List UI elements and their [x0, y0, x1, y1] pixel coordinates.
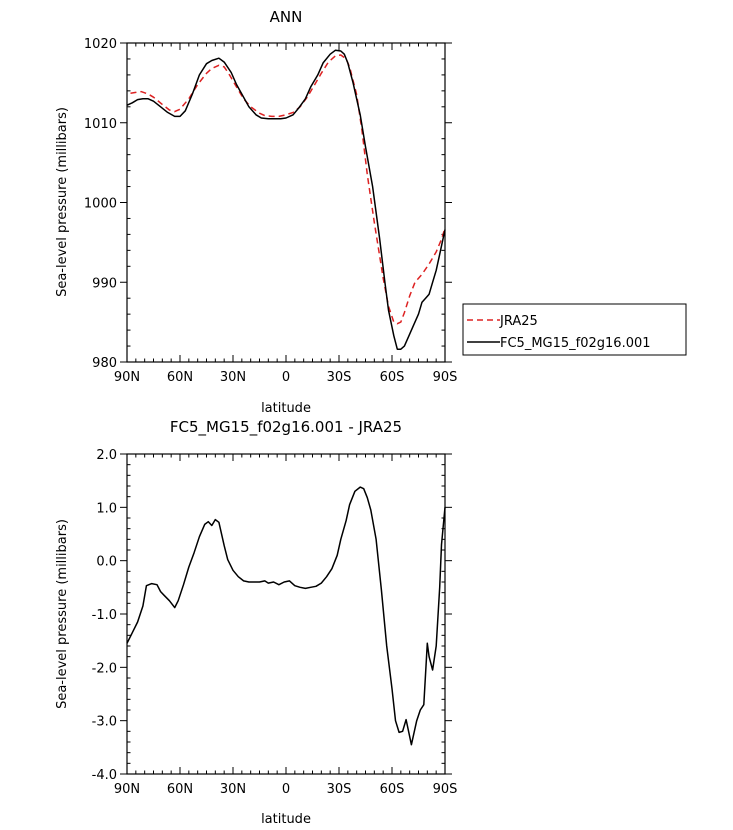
x-tick-label: 30N — [220, 370, 246, 385]
axis-ticks — [120, 453, 452, 775]
x-tick-label: 90S — [433, 782, 458, 797]
chart-title: ANN — [270, 8, 303, 26]
difference-chart: FC5_MG15_f02g16.001 - JRA25 -4.0 -3.0 -2.0… — [55, 418, 457, 827]
x-tick-label: 30S — [327, 370, 352, 385]
legend-label-jra25: JRA25 — [499, 314, 538, 329]
x-tick-label: 90N — [114, 782, 140, 797]
legend-label-fc5: FC5_MG15_f02g16.001 — [500, 336, 651, 351]
y-axis-label: Sea-level pressure (millibars) — [55, 107, 70, 297]
series-line-difference — [126, 486, 446, 746]
y-tick-labels: 980 990 1000 1010 1020 — [84, 37, 117, 371]
x-tick-labels: 90N 60N 30N 0 30S 60S 90S — [114, 370, 458, 385]
y-tick-label: 990 — [92, 276, 117, 291]
series-line-jra25 — [130, 54, 446, 325]
plot-frame — [126, 42, 446, 363]
y-tick-label: -1.0 — [92, 608, 117, 623]
y-tick-label: 980 — [92, 356, 117, 371]
x-tick-labels: 90N 60N 30N 0 30S 60S 90S — [114, 782, 458, 797]
y-tick-label: 1000 — [84, 197, 117, 212]
y-tick-label: -4.0 — [92, 768, 117, 783]
y-tick-label: -2.0 — [92, 661, 117, 676]
y-tick-label: 0.0 — [96, 555, 117, 570]
y-tick-labels: -4.0 -3.0 -2.0 -1.0 0.0 1.0 2.0 — [92, 448, 117, 783]
y-tick-label: -3.0 — [92, 715, 117, 730]
y-tick-label: 2.0 — [96, 448, 117, 463]
legend-box — [462, 303, 687, 356]
x-tick-label: 60S — [380, 782, 405, 797]
y-tick-label: 1010 — [84, 117, 117, 132]
y-axis-label: Sea-level pressure (millibars) — [55, 519, 70, 709]
x-tick-label: 30N — [220, 782, 246, 797]
x-axis-label: latitude — [261, 812, 311, 827]
chart-title: FC5_MG15_f02g16.001 - JRA25 — [170, 418, 402, 437]
x-tick-label: 60N — [167, 370, 193, 385]
axis-ticks — [120, 42, 452, 363]
x-tick-label: 90S — [433, 370, 458, 385]
x-tick-label: 60S — [380, 370, 405, 385]
legend: JRA25 FC5_MG15_f02g16.001 — [462, 303, 687, 356]
series-lines — [126, 49, 446, 350]
y-tick-label: 1.0 — [96, 501, 117, 516]
x-tick-label: 0 — [282, 782, 290, 797]
x-axis-label: latitude — [261, 401, 311, 416]
x-tick-label: 0 — [282, 370, 290, 385]
x-tick-label: 90N — [114, 370, 140, 385]
y-tick-label: 1020 — [84, 37, 117, 52]
series-lines — [126, 486, 446, 746]
series-line-fc5-mg15-f02g16-001 — [126, 49, 446, 350]
x-tick-label: 30S — [327, 782, 352, 797]
x-tick-label: 60N — [167, 782, 193, 797]
